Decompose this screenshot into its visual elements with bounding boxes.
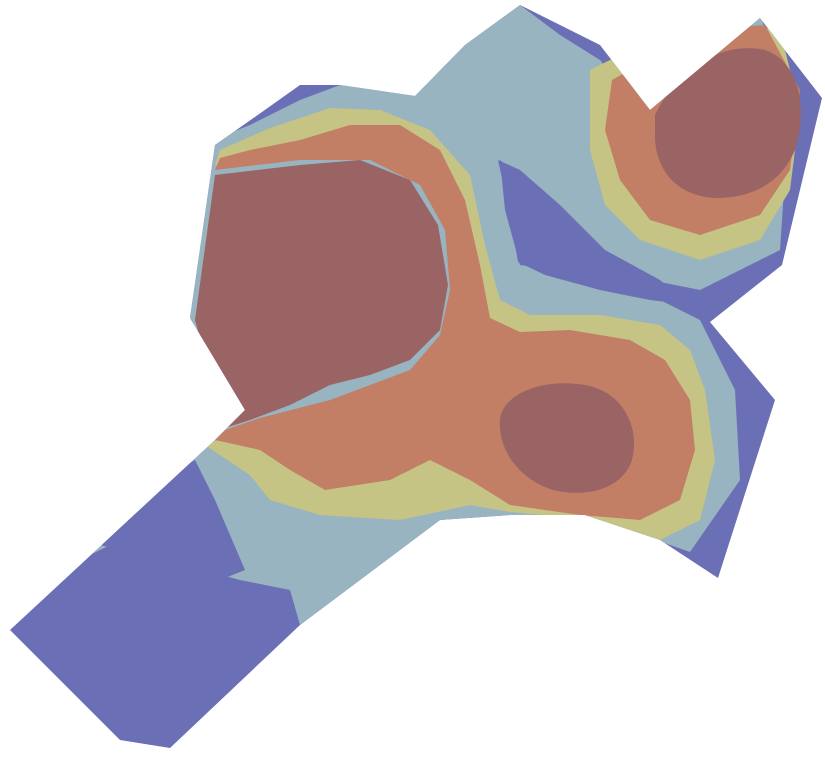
contour-band-level-5-ne bbox=[655, 48, 801, 198]
contour-band-level-5-center bbox=[499, 383, 635, 493]
contour-band-level-1-left bbox=[100, 460, 245, 580]
contour-band-level-1-center bbox=[498, 160, 690, 305]
contour-band-level-5-main bbox=[195, 160, 448, 428]
